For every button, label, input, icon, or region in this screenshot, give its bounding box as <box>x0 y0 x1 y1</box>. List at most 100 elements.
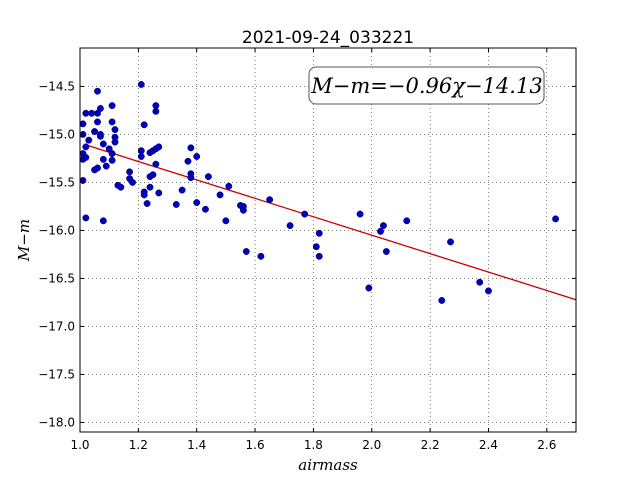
data-point <box>485 287 492 295</box>
y-tick-label: −15.0 <box>38 127 75 141</box>
data-point <box>108 156 116 164</box>
y-axis-label: M−m <box>15 219 33 262</box>
data-point <box>242 248 250 255</box>
data-point <box>204 173 212 181</box>
data-point <box>99 155 107 163</box>
data-point <box>382 248 390 255</box>
data-point <box>315 252 323 260</box>
x-tick-label: 1.4 <box>187 438 206 452</box>
data-point <box>202 205 209 213</box>
x-tick-label: 2.6 <box>537 438 556 452</box>
x-axis-label: airmass <box>298 456 358 474</box>
x-tick-label: 1.0 <box>70 438 89 452</box>
data-point <box>82 153 90 161</box>
y-tick-label: −16.5 <box>38 271 75 285</box>
data-point <box>178 186 186 194</box>
data-point <box>99 140 107 148</box>
data-point <box>257 252 265 260</box>
plot-frame <box>79 47 577 433</box>
data-point <box>155 189 163 197</box>
data-point <box>225 182 233 190</box>
ticks-layer: 1.0 1.2 1.4 1.6 1.8 2.0 2.2 2.4 2.6 −14.5 −15.0 −15… <box>38 48 576 452</box>
data-point <box>193 199 201 207</box>
data-point <box>129 178 136 186</box>
data-point <box>152 107 160 115</box>
data-point <box>99 217 107 225</box>
data-point <box>137 153 145 160</box>
data-point <box>356 210 364 218</box>
data-point <box>117 183 125 191</box>
data-point <box>438 297 446 304</box>
data-point <box>94 87 101 95</box>
data-point <box>266 196 274 204</box>
x-tick-label: 1.6 <box>246 438 265 452</box>
data-point <box>172 201 180 208</box>
data-point <box>88 109 96 117</box>
data-point <box>187 174 195 182</box>
data-point <box>312 243 320 251</box>
data-point <box>286 222 294 230</box>
points-layer <box>79 81 560 304</box>
data-point <box>146 183 154 191</box>
data-point <box>140 191 148 199</box>
data-point <box>552 215 560 223</box>
data-point <box>108 150 116 158</box>
data-point <box>152 102 160 110</box>
data-point <box>94 164 101 172</box>
data-point <box>187 144 195 152</box>
data-point <box>301 210 309 218</box>
data-point <box>476 278 484 286</box>
data-point <box>137 81 145 88</box>
x-tick-label: 1.2 <box>129 438 148 452</box>
grid-layer <box>80 48 576 432</box>
data-point <box>94 118 101 126</box>
data-point <box>155 143 163 151</box>
data-point <box>111 133 119 141</box>
x-tick-label: 1.8 <box>304 438 323 452</box>
data-point <box>149 171 157 179</box>
data-point <box>152 160 160 168</box>
data-point <box>447 238 454 246</box>
x-tick-label: 2.0 <box>362 438 381 452</box>
data-point <box>193 153 201 160</box>
data-point <box>216 191 224 199</box>
y-tick-label: −17.5 <box>38 367 75 381</box>
y-tick-label: −15.5 <box>38 175 75 189</box>
fit-annotation: M−m=−0.96χ−14.13 <box>310 74 542 98</box>
annotation-box: M−m=−0.96χ−14.13 <box>308 66 545 105</box>
data-point <box>403 217 411 225</box>
data-point <box>85 136 93 144</box>
data-point <box>96 105 104 112</box>
data-point <box>91 128 99 135</box>
data-point <box>108 118 116 126</box>
y-tick-label: −16.0 <box>38 223 75 237</box>
data-point <box>111 126 119 134</box>
data-point <box>143 200 151 207</box>
data-point <box>82 214 90 222</box>
data-point <box>137 147 145 155</box>
y-tick-label: −18.0 <box>38 415 75 429</box>
data-point <box>184 157 192 165</box>
fit-line-layer <box>85 144 577 301</box>
x-tick-label: 2.4 <box>479 438 498 452</box>
data-point <box>222 217 230 225</box>
data-point <box>379 222 387 230</box>
data-point <box>140 121 148 129</box>
data-point <box>377 227 384 235</box>
data-point <box>79 120 87 128</box>
y-tick-label: −17.0 <box>38 319 75 333</box>
data-point <box>96 132 104 140</box>
data-point <box>239 206 247 214</box>
data-point <box>108 102 116 110</box>
x-tick-label: 2.2 <box>421 438 440 452</box>
data-point <box>315 229 323 237</box>
data-point <box>82 109 90 117</box>
data-point <box>365 284 373 292</box>
y-tick-label: −14.5 <box>38 79 75 93</box>
fit-line <box>85 144 577 301</box>
chart-title: 2021-09-24_033221 <box>242 28 414 48</box>
data-point <box>102 162 110 170</box>
data-point <box>82 143 90 151</box>
data-point <box>126 168 134 176</box>
